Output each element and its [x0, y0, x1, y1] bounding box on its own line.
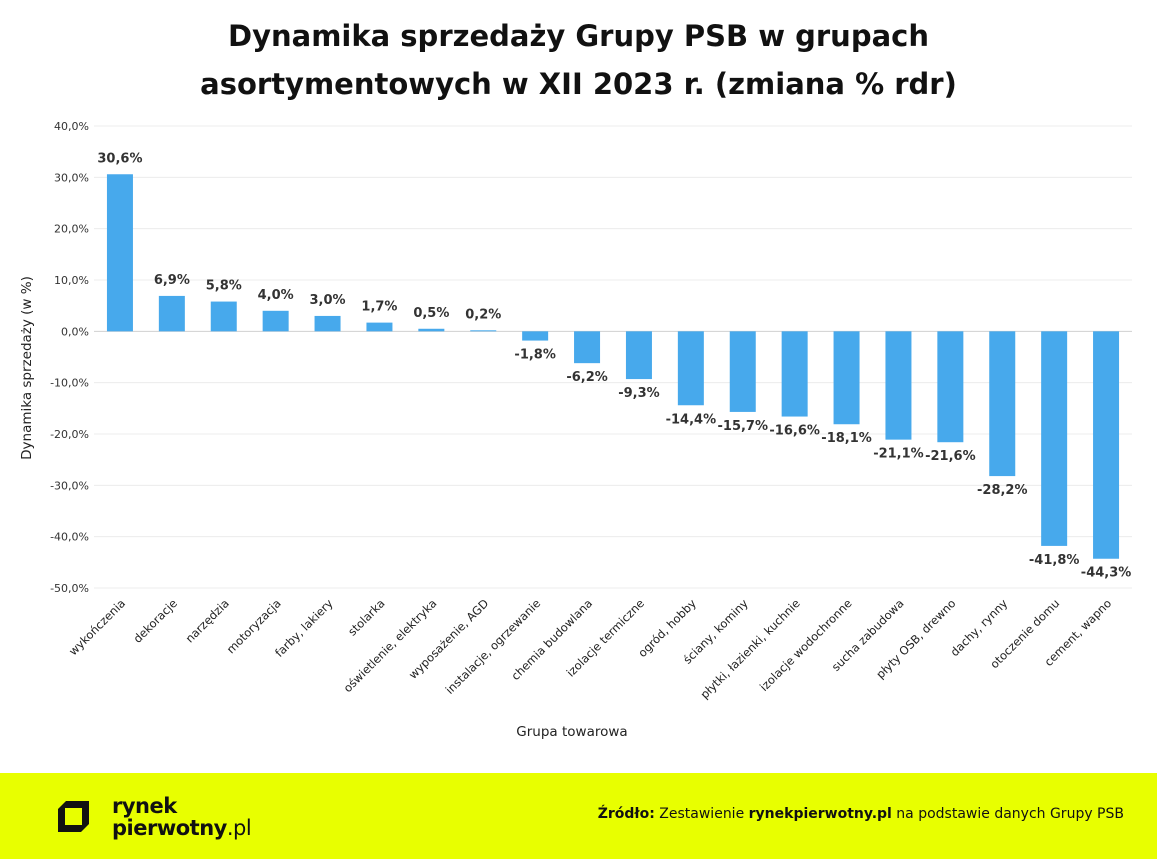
bar [418, 328, 445, 332]
bar [833, 331, 860, 425]
x-axis-title: Grupa towarowa [516, 724, 627, 740]
x-tick-label: instalacje, ogrzewanie [443, 596, 544, 697]
bar [210, 301, 237, 332]
y-tick-label: -50,0% [50, 582, 89, 595]
chart-title-line-2: asortymentowych w XII 2023 r. (zmiana % … [200, 67, 957, 101]
bar [574, 331, 601, 364]
data-label: 0,2% [465, 307, 501, 322]
data-label: -15,7% [718, 419, 769, 434]
source-label: Źródło: [597, 806, 655, 822]
x-tick-label: oświetlenie, elektryka [341, 596, 440, 695]
y-tick-label: 0,0% [61, 325, 89, 338]
bar [677, 331, 704, 406]
bar [522, 331, 549, 341]
bar [262, 310, 289, 332]
data-label: 5,8% [206, 279, 242, 294]
x-tick-label: wykończenia [66, 596, 128, 658]
y-tick-label: 20,0% [54, 223, 89, 236]
bar [314, 315, 341, 332]
source-text-2: na podstawie danych Grupy PSB [891, 806, 1124, 822]
data-label: 1,7% [361, 300, 397, 315]
y-axis-title: Dynamika sprzedaży (w %) [19, 276, 35, 460]
x-tick-label: izolacje wodochronne [757, 596, 855, 694]
bar [470, 330, 497, 332]
bar [729, 331, 756, 412]
logo-wordmark: rynek pierwotny.pl [112, 794, 252, 840]
data-label: -1,8% [514, 348, 555, 363]
data-label: -21,6% [925, 449, 976, 464]
y-tick-label: 10,0% [54, 274, 89, 287]
bar [106, 174, 133, 332]
data-label: -14,4% [666, 412, 717, 427]
y-tick-label: 40,0% [54, 120, 89, 133]
data-label: -9,3% [618, 386, 659, 401]
bar [1093, 331, 1120, 559]
data-label: 3,0% [310, 293, 346, 308]
bar-chart: 40,0% 30,0% 20,0% 10,0% 0,0% -10,0% -20,0% -30,… [19, 120, 1132, 740]
y-tick-label: -10,0% [50, 377, 89, 390]
x-tick-label: dekoracje [130, 596, 180, 646]
source-text-1: Zestawienie [654, 806, 749, 822]
data-label: 0,5% [413, 306, 449, 321]
x-tick-label: stolarka [345, 596, 387, 638]
data-label: 6,9% [154, 273, 190, 288]
y-tick-label: -20,0% [50, 428, 89, 441]
data-label: -16,6% [769, 424, 820, 439]
x-tick-label: narzędzia [183, 596, 232, 645]
y-tick-label: -30,0% [50, 479, 89, 492]
bar [158, 295, 185, 332]
data-label: -18,1% [821, 431, 872, 446]
source-brand: rynekpierwotny.pl [748, 806, 892, 822]
bar [989, 331, 1016, 477]
bar [625, 331, 652, 380]
data-label: -44,3% [1081, 566, 1132, 581]
data-label: 4,0% [258, 288, 294, 303]
bar [781, 331, 808, 417]
data-label: -6,2% [566, 370, 607, 385]
bar [937, 331, 964, 443]
bar [885, 331, 912, 440]
y-tick-label: 30,0% [54, 171, 89, 184]
chart-title: Dynamika sprzedaży Grupy PSB w grupach a… [0, 12, 1157, 108]
logo-mark-icon [58, 801, 89, 832]
source-note: Źródło: Zestawienie rynekpierwotny.pl na… [598, 806, 1124, 822]
logo-tld: .pl [226, 816, 252, 840]
bar [366, 322, 393, 332]
data-label: -28,2% [977, 483, 1028, 498]
x-tick-label: płytki, łazienki, kuchnie [697, 596, 802, 701]
footer-bar: rynek pierwotny.pl Źródło: Zestawienie r… [0, 773, 1157, 859]
y-tick-label: -40,0% [50, 531, 89, 544]
data-label: -41,8% [1029, 553, 1080, 568]
bar [1041, 331, 1068, 546]
data-label: 30,6% [97, 151, 142, 166]
chart-title-line-1: Dynamika sprzedaży Grupy PSB w grupach [228, 19, 929, 53]
data-label: -21,1% [873, 447, 924, 462]
logo-line-1: rynek [112, 794, 177, 818]
logo-line-2: pierwotny [112, 816, 227, 840]
